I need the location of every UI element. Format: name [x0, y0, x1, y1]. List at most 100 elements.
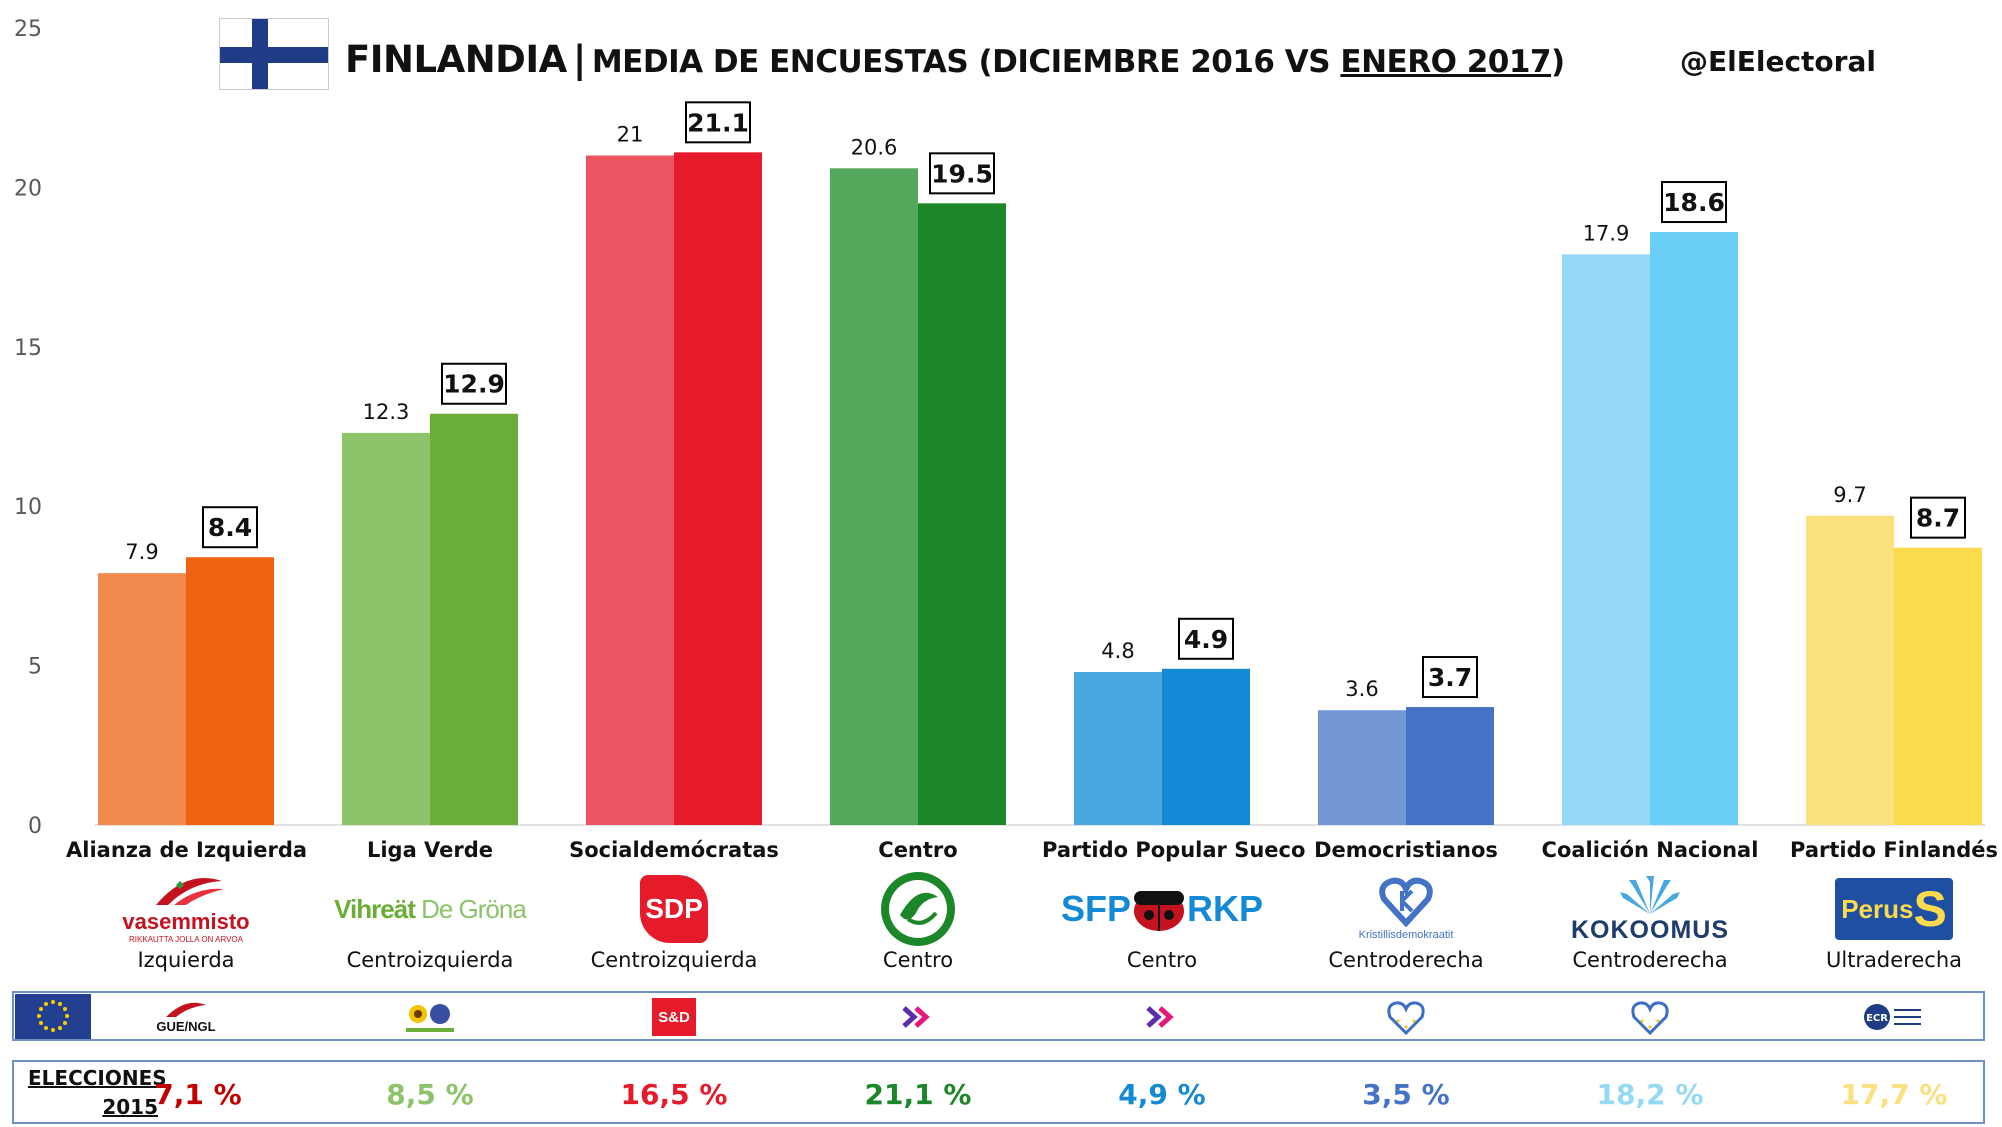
bar	[1562, 254, 1650, 825]
greens-efa-icon	[385, 998, 475, 1036]
category-block: Coalición Nacional KOKOOMUS Centroderecha	[1530, 838, 1770, 972]
ideology-label: Centroderecha	[1328, 948, 1484, 972]
vasemmisto-logo: vasemmisto RIKKAUTTA JOLLA ON ARVOA	[66, 870, 306, 948]
y-tick-label: 0	[28, 814, 42, 839]
category-block: Liga Verde Vihreät De Gröna Centroizquierd…	[310, 838, 550, 972]
epp-icon	[1605, 998, 1695, 1036]
data-label: 3.7	[1428, 663, 1472, 692]
election-2015-value: 21,1 %	[864, 1078, 972, 1111]
category-block: Socialdemócratas SDP Centroizquierda	[554, 838, 794, 972]
data-label: 21.1	[687, 108, 749, 137]
data-label: 9.7	[1833, 483, 1866, 507]
alde-icon	[1117, 998, 1207, 1036]
y-tick-label: 25	[14, 17, 42, 42]
title-subtitle-suffix: )	[1551, 44, 1565, 80]
ideology-label: Centro	[1126, 948, 1198, 972]
x-tick-label: Centro	[878, 838, 958, 862]
eu-groups-row	[12, 991, 1985, 1041]
ideology-label: Centro	[882, 948, 954, 972]
bar	[1894, 547, 1982, 825]
x-tick-label: Democristianos	[1314, 838, 1498, 862]
bar	[1650, 232, 1738, 826]
keskusta-logo	[798, 870, 1038, 948]
data-label: 12.9	[443, 370, 505, 399]
y-tick-label: 20	[14, 176, 42, 201]
elections-label-line2: 2015	[102, 1095, 158, 1119]
twitter-handle: @ElElectoral	[1680, 45, 1876, 78]
bar	[674, 152, 762, 825]
bar	[918, 203, 1006, 826]
x-tick-label: Alianza de Izquierda	[66, 838, 308, 862]
title-subtitle-prefix: MEDIA DE ENCUESTAS (DICIEMBRE 2016 VS	[591, 44, 1341, 80]
category-block: Centro Centro	[798, 838, 1038, 972]
x-tick-label: Liga Verde	[366, 838, 494, 862]
data-label: 19.5	[931, 159, 993, 188]
data-label: 3.6	[1345, 677, 1378, 701]
data-label-box	[1422, 656, 1478, 699]
sfp-rkp-logo: SFP RKP	[1060, 888, 1264, 931]
election-2015-value: 17,7 %	[1840, 1078, 1948, 1111]
data-label-box	[441, 362, 507, 405]
election-2015-value: 7,1 %	[154, 1078, 242, 1111]
elections-label-line1: ELECCIONES	[28, 1066, 167, 1090]
data-label: 18.6	[1663, 188, 1725, 217]
eu-flag-icon	[15, 994, 91, 1039]
ideology-label: Centroizquierda	[590, 948, 758, 972]
title-country: FINLANDIA	[345, 38, 567, 81]
data-label-box	[1910, 496, 1966, 539]
title-subtitle-underlined: ENERO 2017	[1340, 44, 1551, 80]
data-label: 20.6	[851, 135, 898, 159]
election-2015-value: 16,5 %	[620, 1078, 728, 1111]
y-tick-label: 5	[28, 655, 42, 680]
x-tick-label: Coalición Nacional	[1541, 838, 1759, 862]
sdp-logo: SDP	[554, 870, 794, 948]
ideology-label: Centroderecha	[1572, 948, 1728, 972]
x-tick-label: Partido Finlandés	[1790, 838, 1998, 862]
data-label-box	[685, 101, 751, 144]
gue-ngl-logo: GUE/NGL	[141, 998, 231, 1036]
bar	[98, 573, 186, 825]
epp-icon	[1361, 998, 1451, 1036]
bar	[1162, 668, 1250, 825]
data-label: 21	[617, 123, 644, 147]
elections-2015-row	[12, 1060, 1985, 1124]
bar	[342, 432, 430, 825]
data-label: 4.9	[1184, 625, 1228, 654]
ideology-label: Izquierda	[137, 948, 235, 972]
bar	[830, 168, 918, 826]
election-2015-value: 8,5 %	[386, 1078, 474, 1111]
data-label: 4.8	[1101, 639, 1134, 663]
category-block: Democristianos Kristillisdemokraatit Centr…	[1286, 838, 1526, 972]
kd-logo: Kristillisdemokraatit	[1286, 870, 1526, 948]
category-block: Alianza de Izquierda vasemmisto RIKKAUTTA …	[66, 838, 308, 972]
bar	[430, 413, 518, 825]
election-2015-value: 18,2 %	[1596, 1078, 1704, 1111]
elections-2015-label: ELECCIONES 2015	[28, 1064, 167, 1122]
ideology-label: Ultraderecha	[1825, 948, 1962, 972]
data-label-box	[1178, 617, 1234, 660]
perussuomalaiset-logo: Perus S	[1774, 870, 2002, 948]
data-label: 17.9	[1583, 221, 1630, 245]
bar	[1318, 710, 1406, 825]
finland-flag-icon	[219, 18, 329, 90]
alde-icon	[873, 998, 963, 1036]
vihreat-logo: Vihreät De Gröna	[334, 893, 527, 924]
data-label: 8.4	[208, 513, 252, 542]
y-tick-label: 15	[14, 336, 42, 361]
bar	[586, 155, 674, 825]
chart-title: FINLANDIA | MEDIA DE ENCUESTAS (DICIEMBRE …	[345, 38, 1565, 81]
data-label: 12.3	[363, 400, 410, 424]
x-tick-label: Socialdemócratas	[569, 838, 779, 862]
bar	[1074, 671, 1162, 825]
title-separator: |	[572, 38, 587, 81]
data-label: 8.7	[1916, 504, 1960, 533]
bar	[186, 557, 274, 825]
bar	[1406, 707, 1494, 825]
svg-text:ECR: ECR	[1866, 1013, 1888, 1024]
y-tick-label: 10	[14, 495, 42, 520]
data-label-box	[929, 152, 995, 195]
election-2015-value: 4,9 %	[1118, 1078, 1206, 1111]
ecr-icon: ECR	[1849, 998, 1939, 1036]
data-label: 7.9	[125, 540, 158, 564]
